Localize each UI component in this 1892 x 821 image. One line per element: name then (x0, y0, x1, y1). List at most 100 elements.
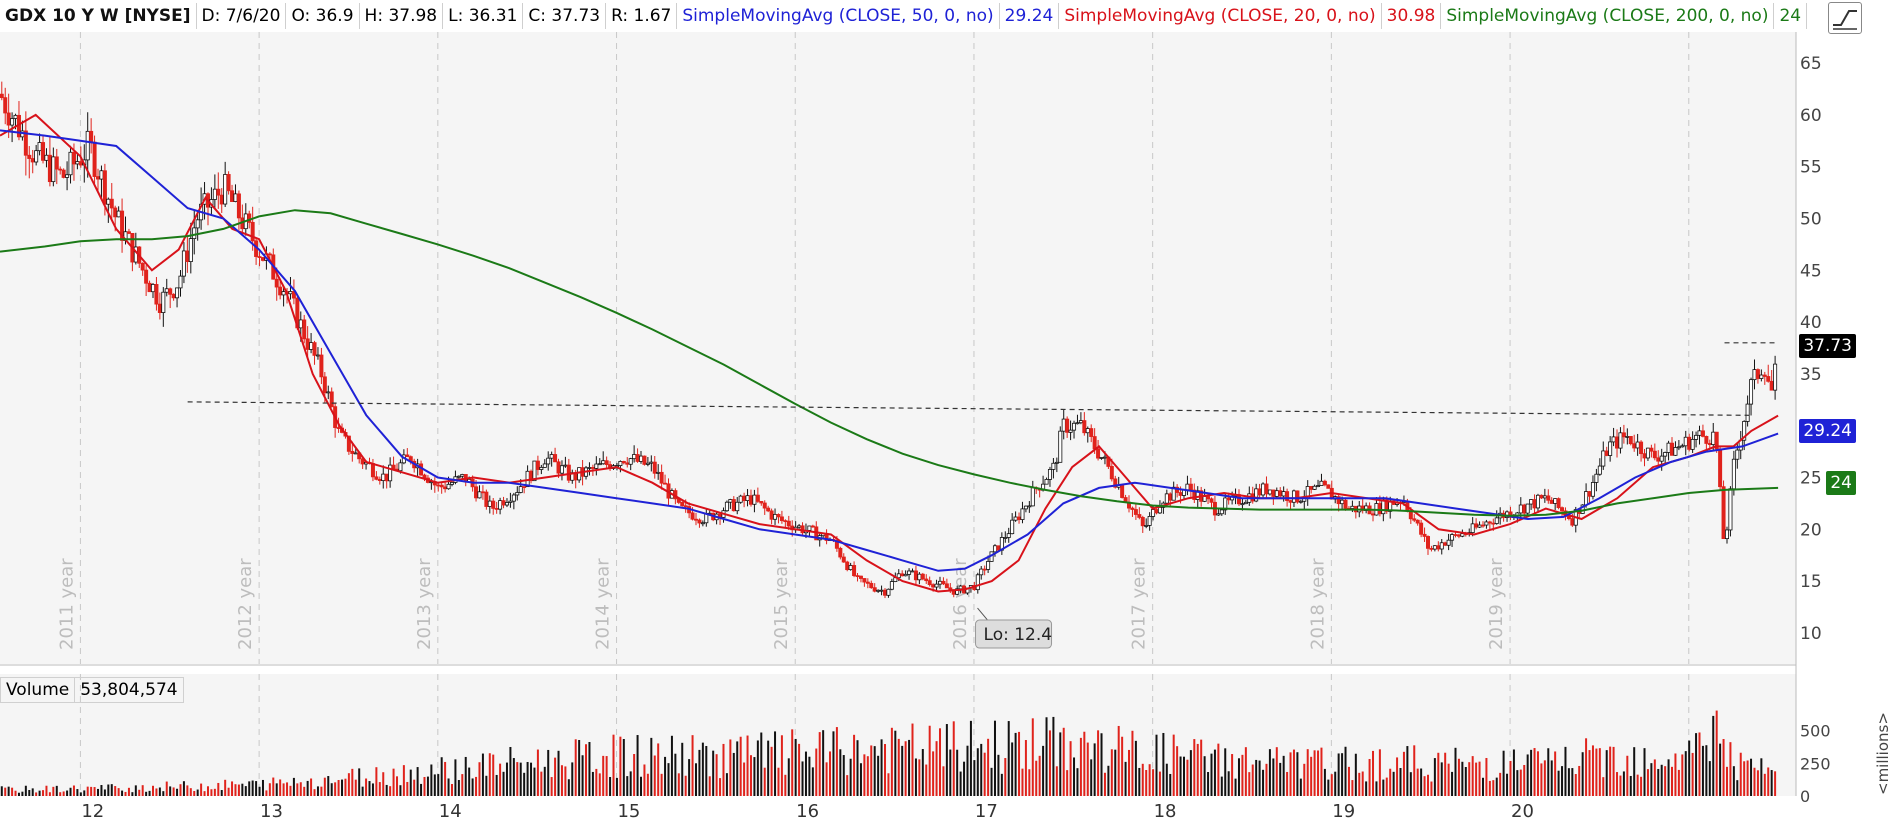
candle-body (1322, 480, 1327, 486)
volume-bar (753, 757, 756, 796)
volume-bar (993, 720, 996, 796)
volume-bar (1536, 751, 1539, 796)
volume-bar (28, 790, 31, 796)
candle-body (1694, 434, 1699, 440)
candle-body (604, 460, 609, 465)
candle-body (625, 462, 630, 465)
candle-body (1773, 363, 1778, 391)
volume-bar (1557, 770, 1560, 796)
candle-body (501, 500, 506, 506)
volume-bar (760, 732, 763, 796)
candle-body (1532, 499, 1537, 509)
volume-bar (14, 790, 17, 796)
volume-bar (1585, 738, 1588, 796)
volume-bar (1464, 767, 1467, 796)
candle-body (1047, 469, 1052, 480)
chart-style-icon[interactable] (1828, 2, 1862, 34)
volume-bar (756, 740, 759, 796)
sma50-study-label[interactable]: SimpleMovingAvg (CLOSE, 50, 0, no) (677, 3, 1000, 29)
volume-bar (1646, 769, 1649, 796)
candle-body (773, 513, 778, 520)
candle-body (975, 574, 980, 591)
candle-body (315, 354, 320, 357)
candle-body (1072, 422, 1077, 431)
volume-bar (35, 792, 38, 796)
volume-bar (255, 781, 258, 796)
volume-bar (780, 735, 783, 796)
volume-bar (725, 773, 728, 796)
candle-body (1264, 483, 1269, 495)
volume-bar (1533, 748, 1536, 796)
candle-body (1027, 505, 1032, 508)
volume-bar (430, 764, 433, 796)
volume-bar (1578, 765, 1581, 796)
volume-bar (337, 780, 340, 796)
volume-bar (626, 776, 629, 796)
volume-bar (344, 778, 347, 796)
volume-bar (0, 786, 3, 796)
candle-body (508, 500, 513, 503)
volume-bar (825, 762, 828, 796)
volume-bar (1045, 717, 1048, 796)
volume-bar (265, 790, 268, 796)
volume-bar (1756, 770, 1759, 796)
candle-body (913, 570, 918, 581)
volume-bar (1770, 770, 1773, 796)
candle-body (1216, 513, 1221, 516)
volume-bar (347, 773, 350, 796)
volume-bar (1062, 727, 1065, 796)
candle-body (102, 170, 107, 205)
volume-bar (444, 761, 447, 796)
volume-bar (409, 769, 412, 796)
candle-body (30, 158, 35, 163)
volume-bar (633, 754, 636, 796)
volume-bar (1011, 742, 1014, 796)
volume-bar (1138, 767, 1141, 796)
volume-bar (1523, 764, 1526, 796)
volume-bar (165, 781, 168, 796)
volume-bar (1083, 731, 1086, 796)
volume-bar (519, 762, 522, 796)
volume-bar (217, 782, 220, 796)
x-tick-label: 20 (1511, 801, 1534, 821)
volume-bar (83, 790, 86, 796)
volume-bar (138, 789, 141, 796)
volume-bar (237, 784, 240, 796)
volume-bar (1306, 749, 1309, 796)
volume-bar (1368, 758, 1371, 796)
volume-bar (1602, 777, 1605, 796)
volume-bar (681, 742, 684, 796)
candle-body (144, 269, 149, 284)
candle-body (1422, 533, 1427, 537)
candle-body (1429, 547, 1434, 550)
candle-body (1144, 525, 1149, 527)
volume-bar (1488, 780, 1491, 796)
candle-body (1316, 485, 1321, 487)
symbol-label: GDX 10 Y W [NYSE] (0, 3, 197, 29)
volume-bar (1492, 780, 1495, 796)
volume-bar (963, 761, 966, 796)
volume-bar (1193, 739, 1196, 796)
volume-bar (485, 775, 488, 796)
volume-bar (1179, 756, 1182, 796)
candle-body (23, 130, 28, 156)
candle-body (1340, 499, 1345, 505)
candle-body (288, 291, 293, 295)
volume-bar (1303, 763, 1306, 796)
chart-header: GDX 10 Y W [NYSE] D: 7/6/20 O: 36.9 H: 3… (0, 2, 1808, 30)
volume-bar (743, 762, 746, 796)
volume-bar (1162, 732, 1165, 796)
candle-body (1735, 449, 1740, 460)
volume-bar (110, 784, 113, 796)
candle-body (113, 207, 118, 218)
year-label: 2012 year (235, 558, 256, 650)
volume-bar (1196, 743, 1199, 796)
volume-bar (890, 727, 893, 796)
candle-body (161, 291, 166, 313)
volume-bar (935, 741, 938, 796)
sma200-study-label[interactable]: SimpleMovingAvg (CLOSE, 200, 0, no) (1441, 3, 1775, 29)
volume-bar (1478, 761, 1481, 796)
candle-body (1621, 432, 1626, 438)
sma20-study-label[interactable]: SimpleMovingAvg (CLOSE, 20, 0, no) (1059, 3, 1382, 29)
volume-bar (1457, 758, 1460, 796)
